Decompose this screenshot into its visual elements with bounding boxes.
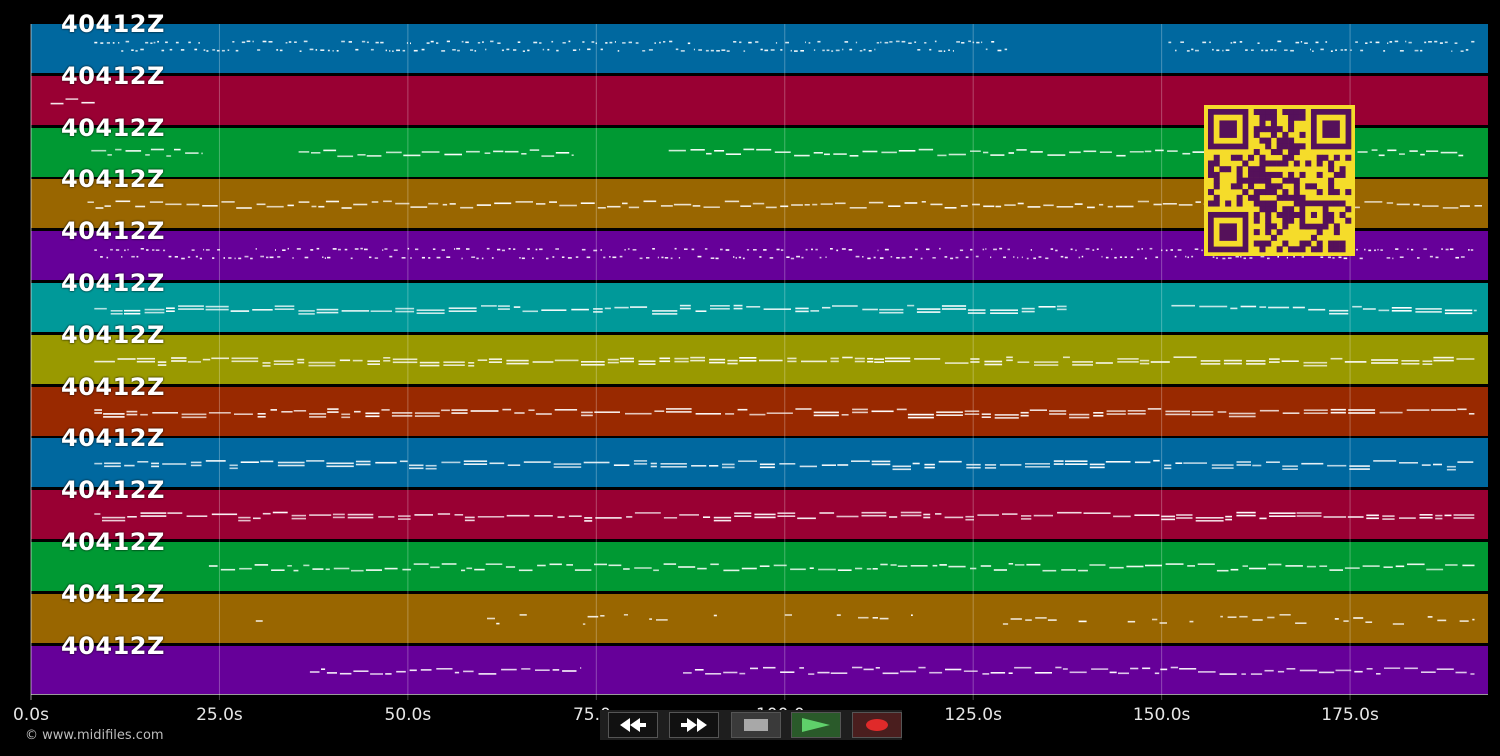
play-button[interactable] xyxy=(791,712,841,738)
track-notes xyxy=(309,666,1475,675)
track-label: 40412Z xyxy=(61,424,165,453)
track-label: 40412Z xyxy=(61,372,165,401)
track-lane xyxy=(31,438,1488,488)
play-icon xyxy=(802,718,830,732)
track-label: 40412Z xyxy=(61,476,165,505)
track-lane xyxy=(31,645,1488,695)
track-label: 40412Z xyxy=(61,528,165,556)
rewind-button[interactable] xyxy=(608,712,658,738)
track-label: 40412Z xyxy=(61,61,165,90)
tick-label: 125.0s xyxy=(944,705,1002,725)
track-label: 40412Z xyxy=(61,579,165,608)
track-notes xyxy=(208,563,1475,572)
tick-label: 50.0s xyxy=(384,705,432,725)
track-notes xyxy=(94,459,1474,471)
rewind-icon xyxy=(620,718,646,732)
fast-forward-icon xyxy=(681,718,707,732)
track-notes xyxy=(94,356,1475,367)
qr-code-icon xyxy=(1208,109,1352,253)
stop-icon xyxy=(744,719,768,731)
record-icon xyxy=(866,719,888,731)
track-notes xyxy=(94,408,1475,419)
fast-forward-button[interactable] xyxy=(669,712,719,738)
tick-label: 25.0s xyxy=(196,705,243,725)
track-label: 40412Z xyxy=(61,631,165,660)
track-label: 40412Z xyxy=(61,113,165,142)
track-label: 40412Z xyxy=(61,10,165,38)
tick-label: 175.0s xyxy=(1321,705,1379,725)
track-lane xyxy=(31,24,1488,73)
qr-code-image xyxy=(1204,105,1355,256)
track-label: 40412Z xyxy=(61,320,165,349)
copyright-text: © www.midifiles.com xyxy=(25,728,164,743)
transport-controls xyxy=(600,710,902,740)
track-notes xyxy=(50,98,95,105)
track-lane xyxy=(31,386,1488,436)
tick-label: 150.0s xyxy=(1132,705,1191,725)
track-notes xyxy=(94,247,1474,260)
stop-button[interactable] xyxy=(731,712,781,738)
track-notes xyxy=(94,511,1475,522)
track-label: 40412Z xyxy=(61,217,165,246)
track-label: 40412Z xyxy=(61,269,165,297)
track-notes xyxy=(94,304,1477,315)
record-button[interactable] xyxy=(852,712,902,738)
track-lane xyxy=(31,593,1488,643)
track-lane xyxy=(31,334,1488,384)
track-label: 40412Z xyxy=(61,165,165,194)
tick-label: 0.0s xyxy=(13,705,49,725)
track-notes xyxy=(255,614,1475,625)
track-notes xyxy=(94,40,1475,52)
